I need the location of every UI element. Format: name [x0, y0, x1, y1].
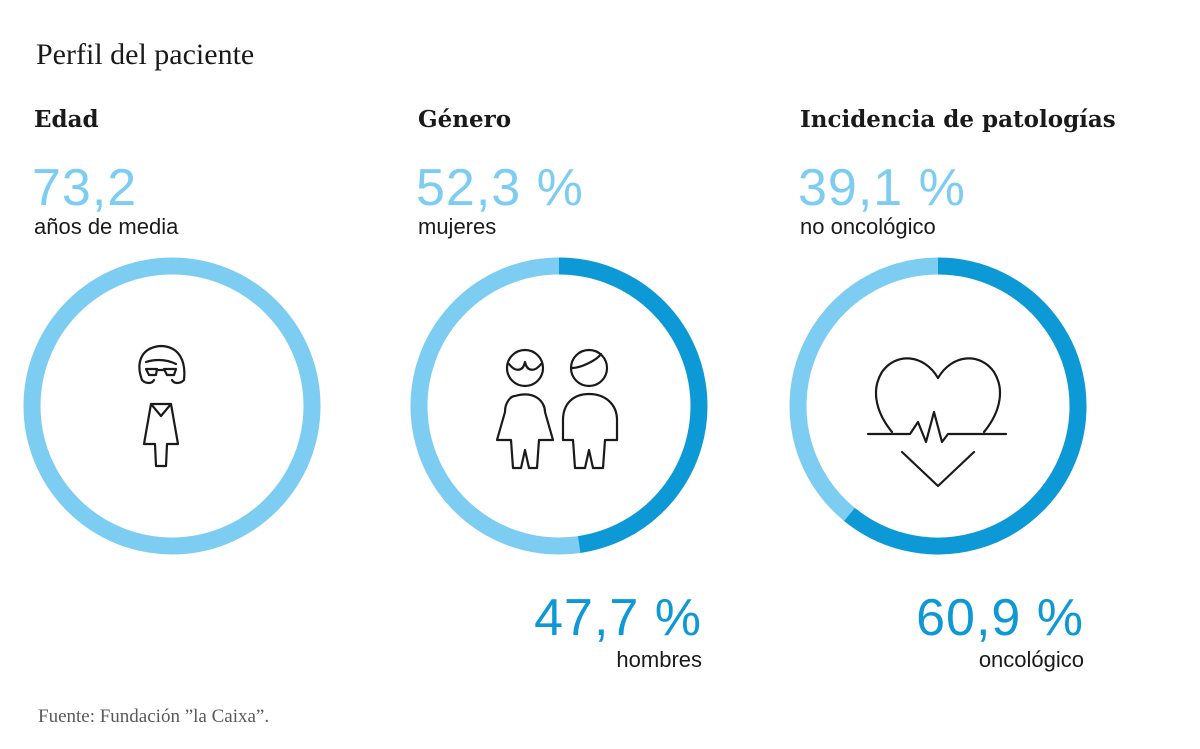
ring-segment-edad	[23, 257, 321, 555]
panel-patologias: Incidencia de patologías 39,1 % no oncol…	[789, 0, 1160, 700]
ring-segment-mujeres	[410, 257, 581, 555]
ring-segment-oncologico	[844, 257, 1087, 555]
value-mujeres: 52,3 %	[416, 159, 584, 217]
couple-icon	[495, 348, 619, 470]
value-hombres-label: hombres	[616, 647, 702, 672]
panel-edad: Edad 73,2 años de media	[23, 0, 394, 700]
woman-with-glasses-icon	[138, 344, 186, 468]
ring-segment-no-oncologico	[789, 257, 939, 522]
value-oncologico-label: oncológico	[978, 647, 1084, 672]
heart-pulse-icon	[866, 357, 1008, 488]
panel-heading: Edad	[34, 106, 99, 133]
ring-chart-edad	[23, 257, 321, 555]
value-hombres: 47,7 %	[534, 589, 702, 647]
value-edad: 73,2	[32, 159, 138, 217]
panel-genero: Género 52,3 % mujeres 47,7 % hombres	[410, 0, 778, 700]
panel-heading: Incidencia de patologías	[800, 106, 1116, 133]
value-no-oncologico-label: no oncológico	[800, 214, 936, 239]
source-note: Fuente: Fundación ”la Caixa”.	[38, 706, 270, 727]
ring-chart-patologias	[789, 257, 1087, 555]
ring-segment-hombres	[558, 257, 708, 553]
panel-heading: Género	[418, 106, 512, 133]
value-edad-label: años de media	[34, 214, 179, 239]
ring-chart-genero	[410, 257, 708, 555]
value-mujeres-label: mujeres	[418, 214, 497, 239]
value-oncologico: 60,9 %	[916, 589, 1084, 647]
value-no-oncologico: 39,1 %	[798, 159, 966, 217]
page-title: Perfil del paciente	[36, 38, 255, 71]
